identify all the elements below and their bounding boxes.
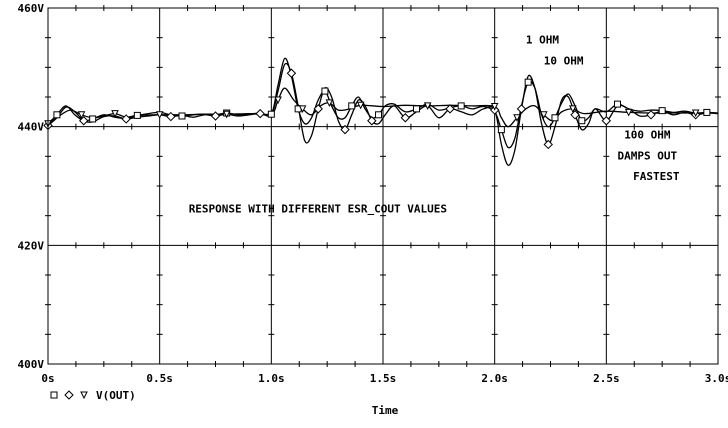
data-point xyxy=(497,126,505,134)
data-point xyxy=(539,111,548,119)
data-point xyxy=(691,109,700,118)
legend-markers xyxy=(50,390,88,400)
data-point xyxy=(490,102,499,111)
tick-labels: 0s 0.5s 1.0s 1.5s 2.0s 2.5s 3.0s 400V 420V 440V 46… xyxy=(18,2,728,385)
y-tick-label: 400V xyxy=(18,358,45,371)
legend-marker xyxy=(50,391,58,399)
annotation-text: RESPONSE WITH DIFFERENT ESR_COUT VALUES xyxy=(189,203,447,216)
data-point xyxy=(624,108,633,117)
data-point xyxy=(356,101,365,110)
x-tick-label: 1.5s xyxy=(370,372,397,385)
x-tick-label: 2.0s xyxy=(481,372,508,385)
legend-marker xyxy=(80,391,88,400)
x-tick-label: 0.5s xyxy=(146,372,173,385)
data-point xyxy=(298,105,307,113)
data-point xyxy=(79,116,89,126)
data-point xyxy=(286,68,297,78)
data-point xyxy=(516,104,527,114)
grid xyxy=(45,5,721,367)
data-point xyxy=(313,104,323,114)
data-point xyxy=(178,112,186,120)
data-point xyxy=(321,87,329,95)
x-tick-label: 1.0s xyxy=(258,372,285,385)
data-point xyxy=(601,116,612,126)
data-point xyxy=(348,102,356,110)
annotations: 1 OHM 10 OHM 100 OHM DAMPS OUT FASTEST RESPON… xyxy=(189,34,680,216)
annotation-text: 100 OHM xyxy=(624,129,671,142)
annotation-text: FASTEST xyxy=(633,170,680,183)
annotation-text: DAMPS OUT xyxy=(618,149,678,162)
data-point xyxy=(578,117,586,125)
y-tick-label: 440V xyxy=(18,121,45,134)
x-axis-label: Time xyxy=(372,404,399,417)
legend: V(OUT) xyxy=(50,389,136,402)
annotation-text: 1 OHM xyxy=(526,34,559,47)
data-point xyxy=(658,107,666,115)
x-tick-label: 2.5s xyxy=(593,372,620,385)
data-point xyxy=(457,102,465,110)
data-point xyxy=(570,110,580,120)
plot-frame xyxy=(47,7,719,365)
data-point xyxy=(166,111,176,122)
data-point xyxy=(569,105,577,113)
x-tick-label: 3.0s xyxy=(705,372,728,385)
data-point xyxy=(614,100,621,108)
data-point xyxy=(133,111,141,119)
data-point xyxy=(375,111,383,119)
data-point xyxy=(646,110,656,120)
data-point xyxy=(210,111,221,121)
data-point xyxy=(400,113,411,123)
data-point xyxy=(543,139,553,150)
data-point xyxy=(274,96,282,105)
data-point xyxy=(255,108,265,119)
annotation-text: 10 OHM xyxy=(544,54,584,67)
data-point xyxy=(524,78,532,86)
data-point xyxy=(551,114,559,122)
data-point xyxy=(367,116,377,126)
y-tick-label: 420V xyxy=(18,239,45,252)
data-point xyxy=(89,115,97,123)
legend-marker xyxy=(64,390,74,400)
x-tick-label: 0s xyxy=(41,372,54,385)
data-point xyxy=(267,110,275,118)
data-point xyxy=(53,111,61,119)
data-point xyxy=(77,111,86,119)
data-point xyxy=(325,99,334,108)
data-point xyxy=(445,104,455,114)
data-point xyxy=(340,124,350,135)
data-point xyxy=(121,114,131,124)
data-point xyxy=(111,110,119,118)
data-point xyxy=(513,114,521,122)
series-markers xyxy=(43,68,711,150)
legend-label: V(OUT) xyxy=(96,389,136,402)
data-point xyxy=(703,108,711,116)
data-point xyxy=(423,102,432,111)
data-point xyxy=(222,110,231,119)
data-point xyxy=(155,111,164,119)
y-tick-label: 460V xyxy=(18,2,45,15)
data-point xyxy=(413,105,420,113)
